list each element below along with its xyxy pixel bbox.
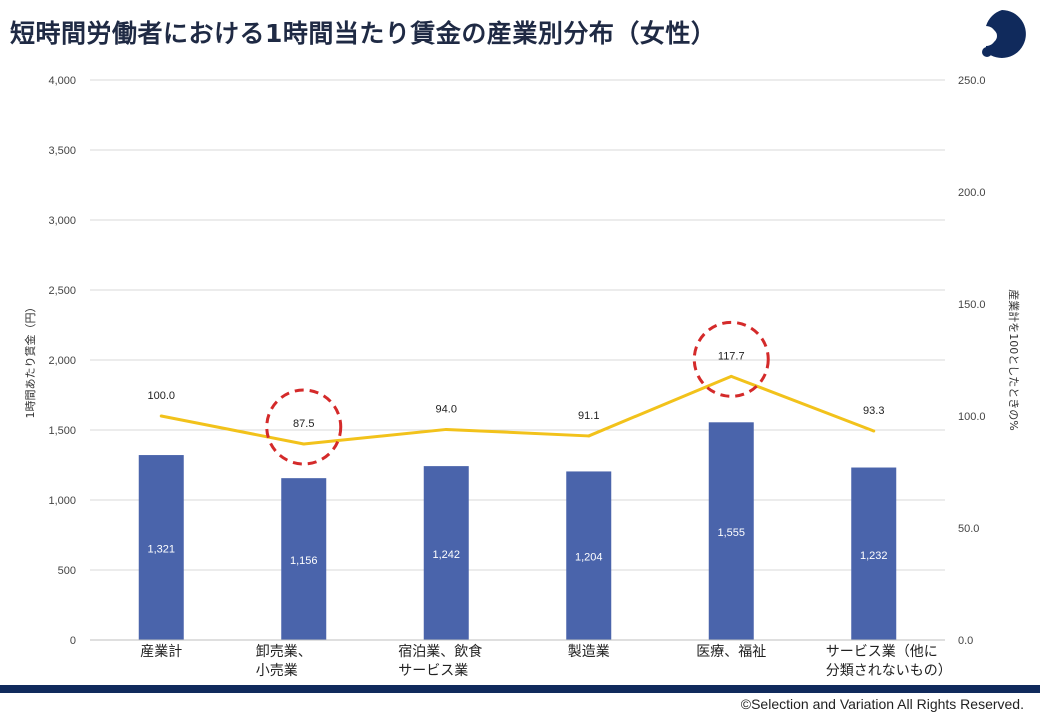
x-category-label: 分類されないもの） [826,663,952,679]
y2-tick-label: 100.0 [958,411,986,423]
y-tick-label: 2,500 [48,285,76,297]
ratio-value-label: 93.3 [863,405,884,417]
bar [138,455,184,640]
x-category-label: 医療、福祉 [696,643,766,660]
y-tick-label: 4,000 [48,75,76,87]
ratio-value-label: 91.1 [578,410,599,422]
bar [281,478,327,640]
y-tick-label: 1,500 [48,425,76,437]
ratio-point [872,429,876,433]
y-tick-label: 3,500 [48,145,76,157]
ratio-point [302,442,306,446]
bar-value-label: 1,156 [290,555,318,567]
x-category-label: 小売業 [256,663,298,679]
bar-value-label: 1,242 [432,549,460,561]
footer-bar [0,685,1040,693]
y-tick-label: 500 [58,565,76,577]
chart: 0 500 1,000 1,500 2,000 2,500 3,000 3,500 4,000 0… [23,75,1021,679]
x-category-label: 産業計 [140,644,182,660]
ratio-point [729,374,733,378]
copyright-notice: ©Selection and Variation All Rights Rese… [740,696,1024,712]
x-category-label: サービス業 [398,663,468,679]
bar [851,467,897,640]
y2-tick-label: 250.0 [958,75,986,87]
ratio-point [159,414,163,418]
y2-tick-label: 150.0 [958,299,986,311]
ratio-value-label: 100.0 [147,390,175,402]
page-title: 短時間労働者における1時間当たり賃金の産業別分布（女性） [10,19,717,48]
bar-value-label: 1,204 [575,552,603,564]
ratio-value-label: 117.7 [718,350,745,362]
y-tick-label: 1,000 [48,495,76,507]
bar-value-label: 1,555 [717,527,745,539]
highlight-circle [692,320,770,398]
x-category-label: 宿泊業、飲食 [398,643,482,660]
x-category-label: 卸売業、 [256,644,312,660]
y2-axis-title: 産業計を100としたときの% [1007,289,1021,430]
y2-tick-label: 200.0 [958,187,986,199]
bar-value-label: 1,232 [860,550,888,562]
x-category-label: 製造業 [568,644,610,660]
y2-tick-label: 50.0 [958,523,979,535]
highlight-circle [265,388,343,466]
y-tick-label: 3,000 [48,215,76,227]
y-axis-title: 1時間あたり賃金（円） [23,302,37,419]
bar-value-label: 1,321 [147,544,175,556]
ratio-value-label: 94.0 [436,403,457,415]
ratio-value-label: 87.5 [293,418,314,430]
ratio-point [444,427,448,431]
bar [566,471,612,640]
bar [423,466,469,640]
company-logo-icon [982,10,1026,58]
y2-tick-label: 0.0 [958,635,973,647]
bar [708,422,754,640]
y-tick-label: 2,000 [48,355,76,367]
ratio-point [587,434,591,438]
y-tick-label: 0 [70,635,76,647]
ratio-line [160,374,875,446]
x-category-label: サービス業（他に [826,644,938,660]
